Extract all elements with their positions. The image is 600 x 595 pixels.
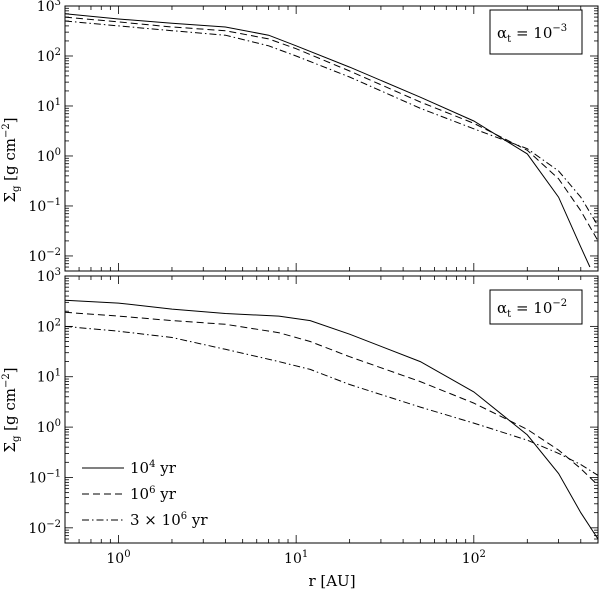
bottom-plot-frame <box>64 275 599 544</box>
bottom-y-tick-label: 100 <box>37 418 61 436</box>
top-annotation: αt = 10−3 <box>497 23 567 45</box>
legend-label: 3 × 106 yr <box>130 511 208 529</box>
x-tick-label: 101 <box>284 549 308 567</box>
bottom-y-tick-label: 101 <box>37 368 61 386</box>
bottom-y-tick-label: 102 <box>37 317 61 335</box>
panel-bottom: 103 102 101 100 10−1 10−2 100 101 102 <box>28 267 599 567</box>
top-y-tick-label: 100 <box>37 147 61 165</box>
legend: 104 yr 106 yr 3 × 106 yr <box>82 459 208 529</box>
bottom-series-dashdot-line <box>65 325 598 476</box>
x-tick-label: 100 <box>106 549 130 567</box>
top-y-tick-label: 101 <box>37 97 61 115</box>
top-y-axis-label: Σg [g cm−2] <box>1 117 22 202</box>
top-plot-frame <box>64 5 599 272</box>
top-y-tick-label: 102 <box>37 47 61 65</box>
legend-label: 104 yr <box>130 459 177 477</box>
bottom-y-axis-label: Σg [g cm−2] <box>1 367 22 452</box>
panel-top: 103 102 101 100 10−1 10−2 <box>28 0 599 272</box>
top-y-tick-label: 103 <box>37 0 61 15</box>
bottom-series-dashed-line <box>65 311 598 486</box>
top-annotation-box: αt = 10−3 <box>489 9 583 55</box>
top-y-tick-label: 10−1 <box>28 197 61 215</box>
bottom-annotation: αt = 10−2 <box>497 298 567 320</box>
top-series-solid-line <box>65 13 591 268</box>
bottom-y-tick-label: 103 <box>37 267 61 285</box>
top-series-dashed-line <box>65 16 598 242</box>
bottom-series-solid-line <box>65 299 598 540</box>
bottom-annotation-box: αt = 10−2 <box>489 289 583 325</box>
x-axis-label: r [AU] <box>308 572 355 590</box>
legend-label: 106 yr <box>130 485 177 503</box>
bottom-y-tick-label: 10−2 <box>28 519 61 537</box>
x-tick-label: 102 <box>462 549 486 567</box>
top-y-tick-label: 10−2 <box>28 247 61 265</box>
top-series-dashdot-line <box>65 20 598 227</box>
svg-text:Σg [g cm−2]: Σg [g cm−2] <box>1 367 22 452</box>
svg-text:Σg [g cm−2]: Σg [g cm−2] <box>1 117 22 202</box>
bottom-y-tick-label: 10−1 <box>28 468 61 486</box>
